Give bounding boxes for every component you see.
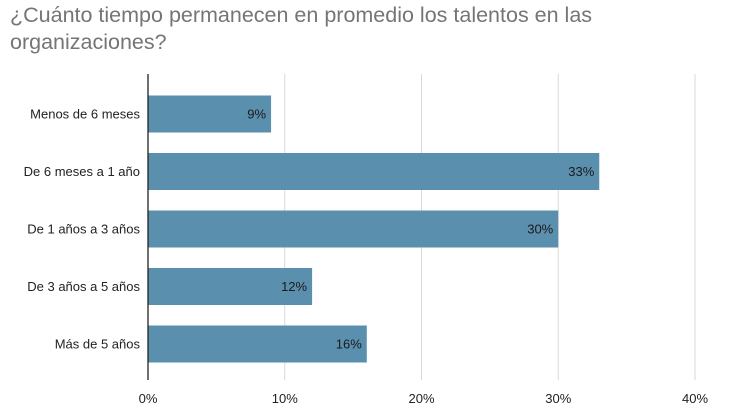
bar-data-label: 30%	[527, 222, 553, 237]
bar-data-labels: 9% 33% 30% 12% 16%	[247, 107, 594, 352]
x-tick-label: 10%	[272, 391, 298, 406]
bar-data-label: 16%	[336, 337, 362, 352]
x-tick-label: 20%	[408, 391, 434, 406]
x-tick-labels: 0% 10% 20% 30% 40%	[139, 391, 709, 406]
x-tick-label: 30%	[545, 391, 571, 406]
category-label: Menos de 6 meses	[30, 107, 140, 122]
chart-title: ¿Cuánto tiempo permanecen en promedio lo…	[10, 3, 593, 54]
bar-data-label: 33%	[568, 164, 594, 179]
category-label: De 3 años a 5 años	[27, 279, 140, 294]
bar	[148, 268, 313, 305]
bar	[148, 95, 272, 133]
x-tick-label: 40%	[682, 391, 708, 406]
category-label: De 1 años a 3 años	[27, 222, 140, 237]
bar	[148, 153, 600, 190]
bar	[148, 325, 367, 363]
category-label: Más de 5 años	[55, 337, 141, 352]
bars	[148, 95, 600, 363]
bar	[148, 210, 559, 248]
x-tick-label: 0%	[139, 391, 158, 406]
bar-data-label: 9%	[247, 107, 266, 122]
bar-data-label: 12%	[281, 279, 307, 294]
category-label: De 6 meses a 1 año	[24, 164, 140, 179]
category-labels: Menos de 6 meses De 6 meses a 1 año De 1 a…	[24, 107, 141, 352]
